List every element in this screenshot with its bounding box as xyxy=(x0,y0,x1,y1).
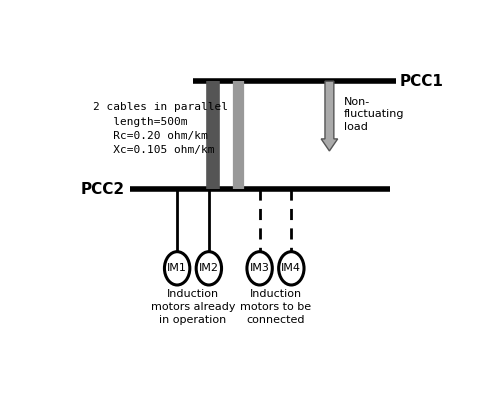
Text: PCC2: PCC2 xyxy=(81,182,125,197)
Ellipse shape xyxy=(279,252,304,285)
Text: IM2: IM2 xyxy=(199,263,219,273)
Text: PCC1: PCC1 xyxy=(399,74,443,89)
Text: Induction
motors already
in operation: Induction motors already in operation xyxy=(151,289,235,325)
Text: IM1: IM1 xyxy=(167,263,187,273)
Ellipse shape xyxy=(247,252,272,285)
Text: IM3: IM3 xyxy=(250,263,269,273)
Text: IM4: IM4 xyxy=(282,263,302,273)
FancyArrow shape xyxy=(321,81,338,151)
Text: Induction
motors to be
connected: Induction motors to be connected xyxy=(240,289,311,325)
Text: 2 cables in parallel
   length=500m
   Rc=0.20 ohm/km
   Xc=0.105 ohm/km: 2 cables in parallel length=500m Rc=0.20… xyxy=(93,102,228,155)
Text: Non-
fluctuating
load: Non- fluctuating load xyxy=(344,97,404,132)
Ellipse shape xyxy=(196,252,222,285)
Ellipse shape xyxy=(164,252,190,285)
